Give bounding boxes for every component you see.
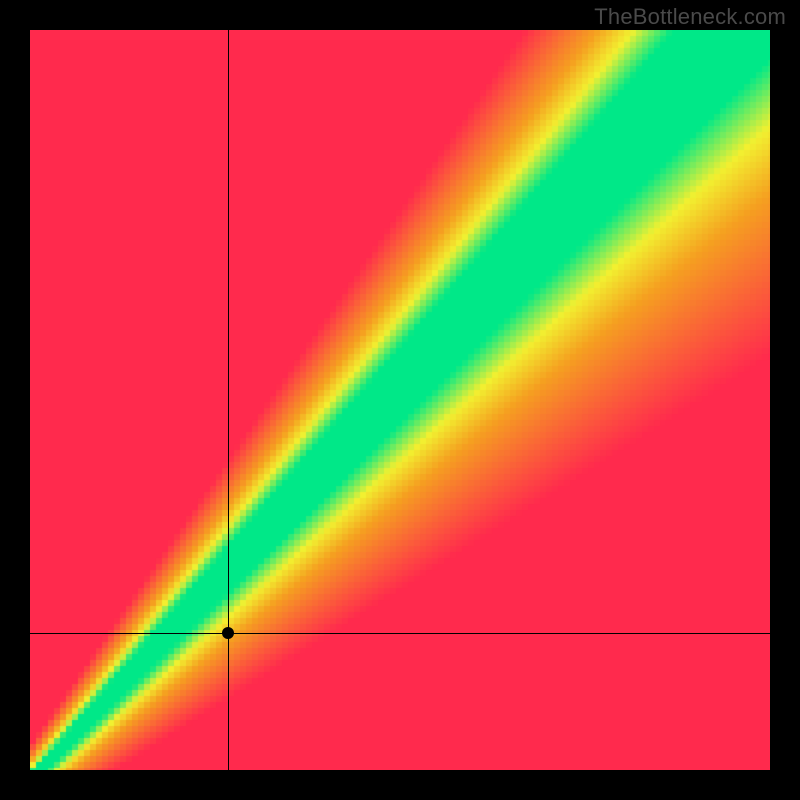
- heatmap-canvas: [30, 30, 770, 770]
- crosshair-horizontal: [30, 633, 770, 634]
- crosshair-vertical: [228, 30, 229, 770]
- chart-container: TheBottleneck.com: [0, 0, 800, 800]
- plot-area: [30, 30, 770, 770]
- crosshair-marker: [222, 627, 234, 639]
- watermark-text: TheBottleneck.com: [594, 4, 786, 30]
